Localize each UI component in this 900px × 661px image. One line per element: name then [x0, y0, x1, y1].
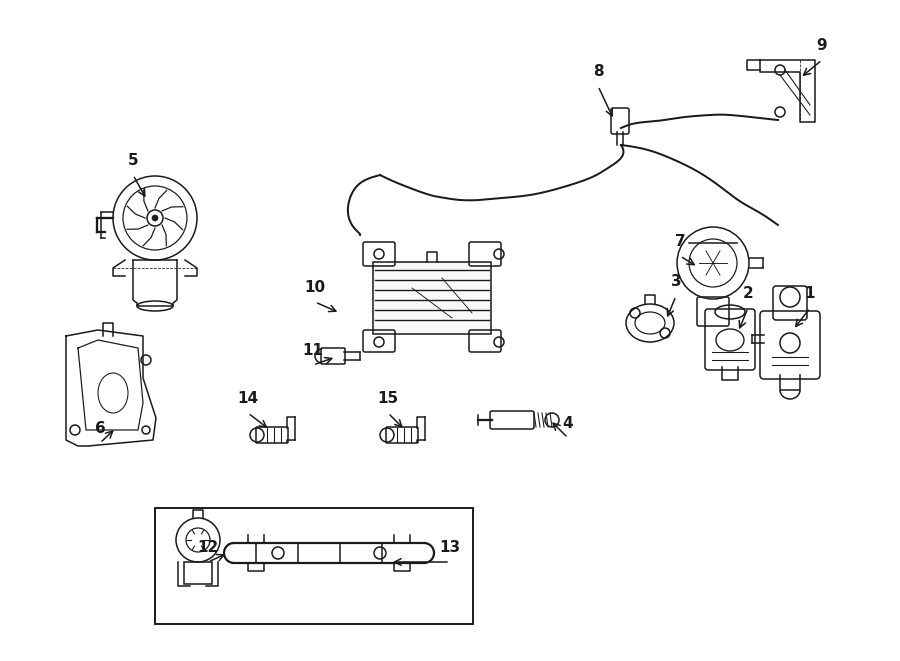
Text: 12: 12: [197, 540, 219, 555]
Text: 8: 8: [593, 64, 603, 79]
Bar: [373, 262, 491, 334]
Text: 4: 4: [562, 416, 573, 431]
Text: 9: 9: [816, 38, 827, 53]
Text: 10: 10: [304, 280, 326, 295]
Circle shape: [152, 215, 158, 221]
Text: 7: 7: [675, 234, 685, 249]
Bar: [155, 508, 473, 624]
Text: 1: 1: [805, 286, 815, 301]
Bar: [184, 562, 212, 584]
Circle shape: [147, 210, 163, 226]
Text: 6: 6: [94, 421, 105, 436]
Text: 3: 3: [670, 274, 681, 289]
Text: 11: 11: [302, 343, 323, 358]
Text: 15: 15: [377, 391, 399, 406]
Text: 14: 14: [238, 391, 258, 406]
Text: 5: 5: [128, 153, 139, 168]
Text: 2: 2: [742, 286, 753, 301]
Text: 13: 13: [439, 540, 461, 555]
